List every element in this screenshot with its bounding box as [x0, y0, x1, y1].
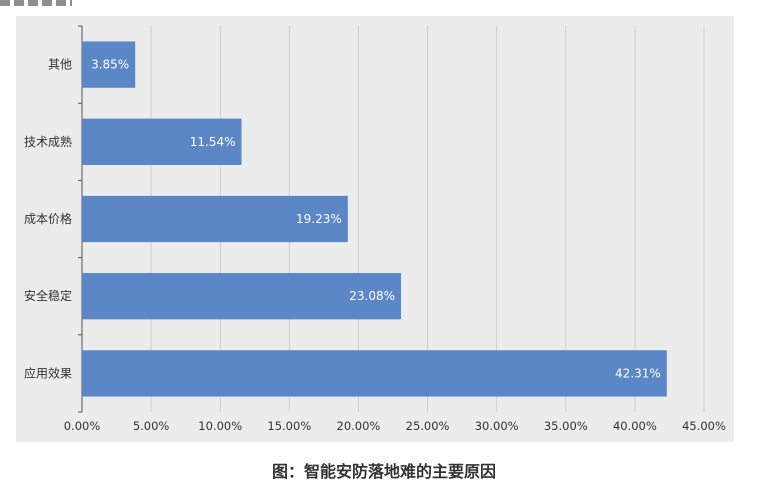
category-label: 技术成熟 — [24, 134, 72, 149]
data-label: 19.23% — [296, 212, 342, 226]
x-tick-label: 15.00% — [267, 419, 311, 433]
category-label: 安全稳定 — [24, 288, 72, 303]
x-tick-label: 35.00% — [544, 419, 588, 433]
bar — [82, 350, 667, 397]
data-label: 11.54% — [190, 135, 236, 149]
bar — [82, 41, 136, 88]
cropped-heading-fragment — [0, 0, 72, 6]
bar — [82, 118, 242, 165]
x-tick-label: 5.00% — [133, 419, 170, 433]
data-label: 42.31% — [615, 366, 661, 380]
bar — [82, 273, 402, 320]
x-tick-label: 0.00% — [64, 419, 101, 433]
data-label: 3.85% — [91, 58, 129, 72]
data-label: 23.08% — [349, 289, 395, 303]
bar-chart: 0.00% 5.00% 10.00% 15.00% 20.00% 25.00% 30.00%… — [24, 25, 726, 433]
category-label: 其他 — [48, 58, 72, 72]
x-tick-label: 20.00% — [337, 419, 381, 433]
category-label: 成本价格 — [24, 211, 72, 226]
x-tick-label: 45.00% — [682, 419, 726, 433]
x-tick-label: 40.00% — [613, 419, 657, 433]
figure-caption: 图：智能安防落地难的主要原因 — [271, 462, 496, 481]
x-tick-label: 25.00% — [406, 419, 450, 433]
chart-panel: 0.00% 5.00% 10.00% 15.00% 20.00% 25.00% 30.00%… — [16, 16, 734, 442]
bar — [82, 195, 348, 243]
x-tick-label: 30.00% — [475, 419, 519, 433]
category-label: 应用效果 — [24, 365, 72, 380]
x-tick-label: 10.00% — [198, 419, 242, 433]
